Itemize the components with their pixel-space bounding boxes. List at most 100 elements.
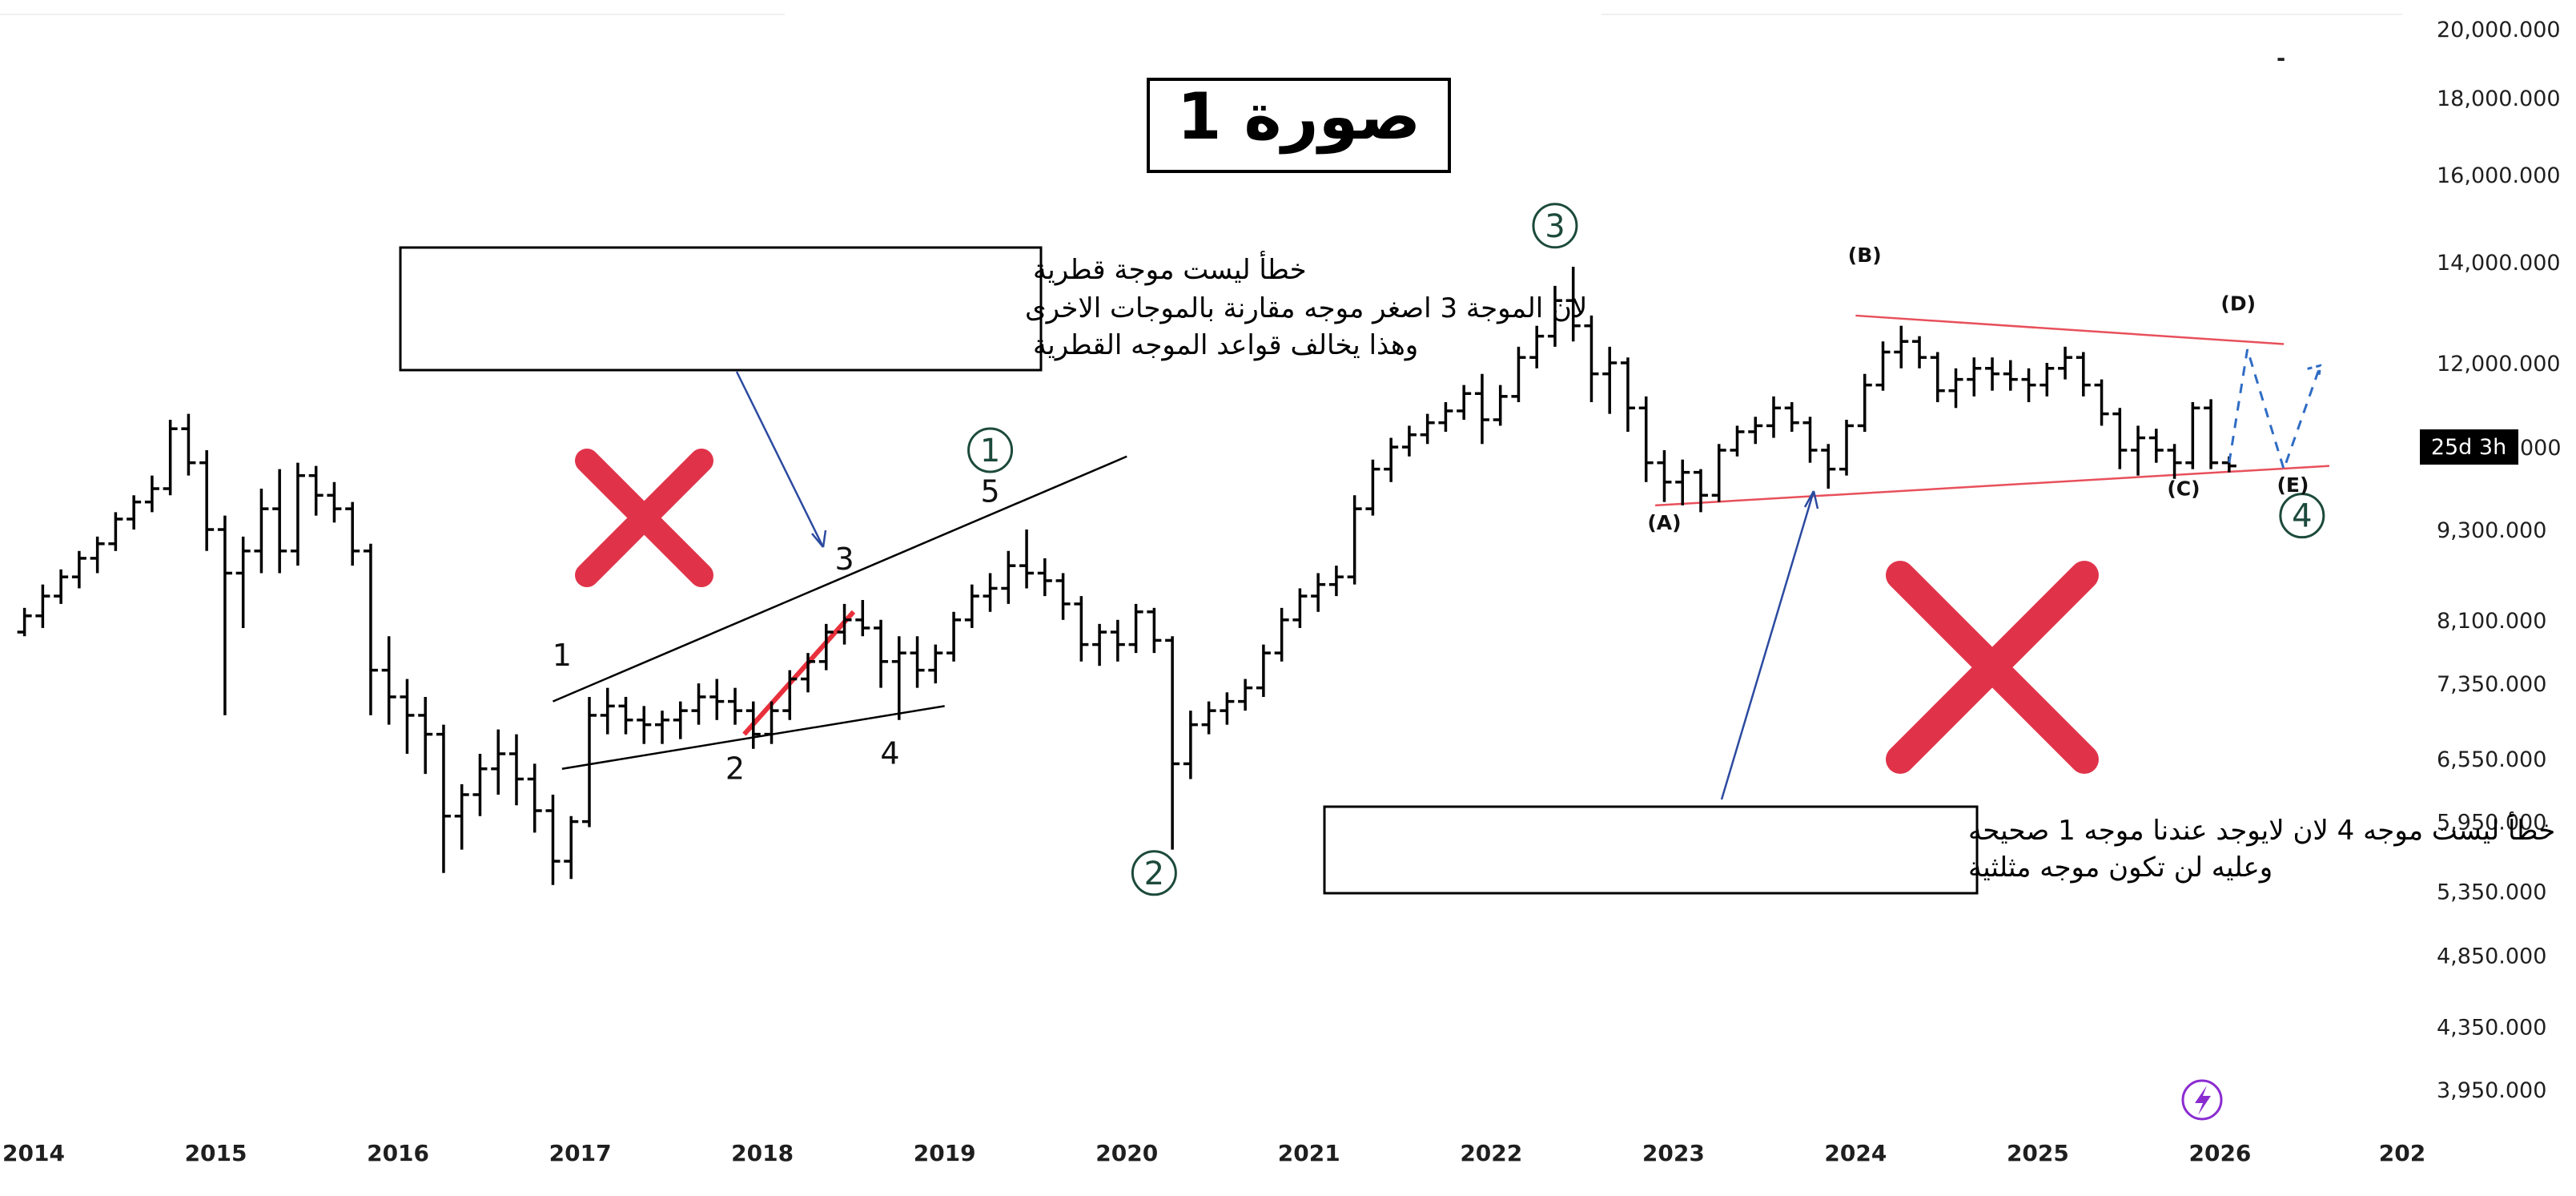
ohlc-bar — [290, 462, 305, 566]
ohlc-bar — [254, 488, 269, 574]
note-left-line-3: وهذا يخالف قواعد الموجه القطرية — [1033, 329, 1418, 361]
arrows — [735, 371, 1819, 800]
ohlc-bar — [1948, 368, 1963, 409]
ohlc-bar — [1365, 459, 1380, 516]
ohlc-bar — [946, 611, 962, 662]
ohlc-bar — [1875, 341, 1891, 391]
year-tick-label: 202 — [2379, 1140, 2425, 1166]
year-tick-label: 2018 — [731, 1140, 794, 1166]
arrow-right-shaft — [1720, 490, 1815, 800]
note-right-line-2: وعليه لن تكون موجه مثلثية — [1968, 852, 2273, 884]
arrow-right-head-icon — [1803, 490, 1819, 509]
ohlc-bar — [436, 724, 451, 873]
ohlc-bar — [1511, 346, 1526, 403]
ohlc-bar — [728, 687, 743, 725]
year-tick-label: 2023 — [1642, 1140, 1705, 1166]
ohlc-bar — [1183, 711, 1198, 779]
ohlc-bar — [564, 815, 579, 880]
ohlc-bar — [1165, 636, 1180, 850]
wave-circle-label: 2 — [1144, 856, 1164, 892]
ohlc-bar — [17, 607, 32, 637]
wave-circle — [967, 427, 1014, 473]
arrow-left-shaft — [735, 371, 825, 548]
ohlc-bar — [637, 706, 652, 744]
ohlc-bar — [35, 584, 50, 628]
wave-labels: 1 2 3 4 5 1 2 3 4 (A) (B) (C) (D) (E) — [553, 203, 2325, 896]
price-tick-label: 7,350.000 — [2437, 672, 2546, 697]
ohlc-bar — [1493, 385, 1508, 426]
trendline-wave3-highlight — [742, 610, 856, 736]
price-axis[interactable]: 20,000.000 18,000.000 16,000.000 14,000.000… — [2437, 18, 2562, 1103]
ohlc-bar — [1474, 373, 1489, 445]
year-tick-label: 2022 — [1460, 1140, 1522, 1166]
ohlc-bar — [491, 729, 506, 795]
ohlc-bar — [1784, 402, 1799, 432]
year-tick-label: 2025 — [2007, 1140, 2069, 1166]
price-tick-label-partial: 000 — [2520, 436, 2562, 461]
ohlc-bar — [1055, 573, 1071, 620]
ohlc-bar — [1001, 550, 1016, 604]
ohlc-bar — [545, 794, 561, 885]
ohlc-bar — [673, 701, 688, 739]
ohlc-bar — [144, 475, 159, 513]
note-left-box: خطأ ليست موجة قطرية لان الموجة 3 اصغر مو… — [399, 246, 1587, 372]
ohlc-bar — [618, 696, 633, 735]
ohlc-bar — [381, 636, 396, 725]
ohlc-bar — [2185, 402, 2200, 469]
corrective-wave-label: (A) — [1647, 511, 1681, 534]
trendlines — [552, 314, 2330, 770]
ohlc-bar — [2058, 346, 2073, 380]
ohlc-bar — [1547, 285, 1562, 347]
corrective-wave-label: (C) — [2167, 477, 2200, 500]
ohlc-bar — [1420, 413, 1435, 445]
year-tick-label: 2020 — [1095, 1140, 1158, 1166]
ohlc-bar — [400, 679, 415, 754]
flash-icon[interactable] — [2181, 1079, 2223, 1121]
time-axis[interactable]: 2014 2015 2016 2017 2018 2019 2020 2021 2022 2023… — [2, 1140, 2425, 1166]
wave-circle — [1532, 203, 1578, 249]
ohlc-bar — [508, 734, 524, 806]
ohlc-bar — [709, 679, 725, 720]
ohlc-bar — [1311, 573, 1326, 612]
note-right-line-1: خطأ ليست موجه 4 لان لايوجد عندنا موجه 1 … — [1968, 811, 2555, 847]
ohlc-bar — [1967, 357, 1982, 397]
ohlc-bar — [2076, 352, 2091, 397]
badge-bg — [2420, 429, 2518, 465]
wave-circle-label: 4 — [2292, 498, 2312, 535]
ohlc-bar — [308, 465, 324, 516]
ohlc-bar — [655, 711, 670, 744]
ohlc-bar — [745, 701, 761, 749]
ohlc-bar — [2167, 444, 2182, 479]
note-right-box: خطأ ليست موجه 4 لان لايوجد عندنا موجه 1 … — [1323, 805, 2555, 895]
ohlc-bar — [454, 783, 469, 850]
ohlc-bar — [199, 449, 215, 551]
ohlc-bar — [1092, 623, 1107, 666]
ohlc-bar — [2131, 425, 2146, 476]
ohlc-bar — [327, 481, 342, 523]
ohlc-bar — [1894, 325, 1909, 368]
ohlc-bar — [2021, 368, 2036, 403]
corrective-wave-label: (B) — [1848, 244, 1882, 267]
wave-number-label: 1 — [553, 638, 572, 673]
ohlc-bar — [2148, 429, 2164, 463]
ohlc-bar — [764, 701, 779, 744]
ohlc-bar — [1839, 419, 1855, 476]
ohlc-bar — [181, 413, 196, 476]
ohlc-bar — [418, 696, 433, 775]
ohlc-bar — [1401, 425, 1417, 457]
ohlc-bar — [1274, 607, 1289, 662]
ohlc-bar — [1930, 352, 1945, 403]
price-tick-label: 4,850.000 — [2437, 944, 2546, 968]
projection-path — [2228, 348, 2322, 473]
ohlc-bar — [1565, 266, 1581, 342]
note-right-frame — [1323, 805, 1979, 895]
trendline-triangle-upper — [1855, 314, 2285, 345]
wave-number-label: 2 — [725, 751, 745, 786]
ohlc-bar — [1201, 701, 1216, 735]
ohlc-bar — [1602, 346, 1618, 414]
ohlc-bar — [782, 670, 798, 720]
price-tick-label: 3,950.000 — [2437, 1078, 2546, 1103]
ohlc-bar — [1128, 603, 1143, 654]
